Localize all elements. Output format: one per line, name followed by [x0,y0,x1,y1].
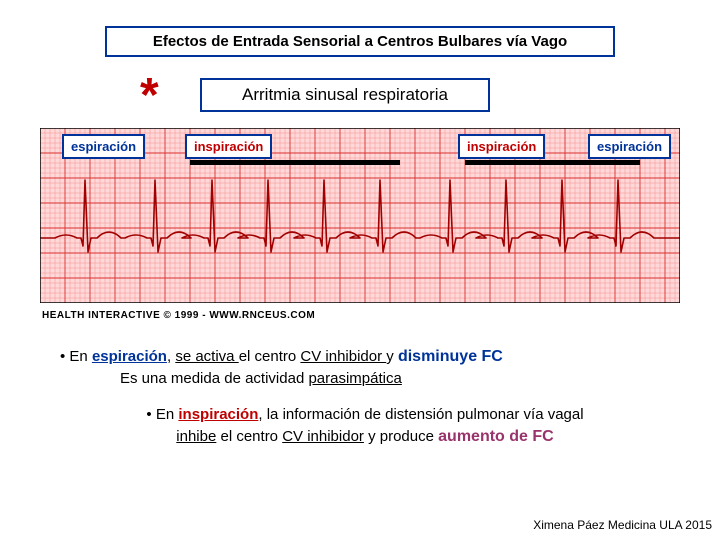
label-inspiracion-1: inspiración [185,134,272,159]
s2-cv: CV inhibidor [282,428,364,445]
s2-mid: el centro [216,428,282,445]
b2-mid: , la información de distensión pulmonar … [258,406,583,423]
b1-cv: CV inhibidor [300,348,386,365]
s1-parasimpatica: parasimpática [308,370,401,387]
s2-inhibe: inhibe [176,428,216,445]
s2-aumento-fc: aumento de FC [438,428,554,445]
title-box: Efectos de Entrada Sensorial a Centros B… [105,26,615,57]
sub-1: Es una medida de actividad parasimpática [120,370,660,387]
b2-pre: • En [146,406,178,423]
label-espiracion-1: espiración [62,134,145,159]
ecg-copyright: HEALTH INTERACTIVE © 1999 - WWW.RNCEUS.C… [42,310,315,321]
subtitle-text: Arritmia sinusal respiratoria [242,85,448,104]
label-inspiracion-2: inspiración [458,134,545,159]
b1-disminuye-fc: disminuye FC [398,348,503,365]
subtitle-box: Arritmia sinusal respiratoria [200,78,490,112]
phase-underline-1 [190,160,400,165]
s1-pre: Es una medida de actividad [120,370,308,387]
b1-activa: se activa [175,348,238,365]
asterisk-mark: * [140,72,159,120]
b2-inspiracion: inspiración [178,406,258,423]
title-text: Efectos de Entrada Sensorial a Centros B… [153,33,567,50]
b1-y: y [386,348,398,365]
bullet-2: • En inspiración, la información de dist… [70,406,660,423]
b1-pre: • En [60,348,92,365]
phase-underline-2 [465,160,640,165]
b1-m2: el centro [239,348,301,365]
bullet-1: • En espiración, se activa el centro CV … [60,348,660,366]
s2-y: y produce [364,428,438,445]
sub-2: inhibe el centro CV inhibidor y produce … [70,428,660,446]
ecg-chart: espiración inspiración inspiración espir… [40,128,680,303]
footer-credit: Ximena Páez Medicina ULA 2015 [533,518,712,532]
b1-espiracion: espiración [92,348,167,365]
label-espiracion-2: espiración [588,134,671,159]
